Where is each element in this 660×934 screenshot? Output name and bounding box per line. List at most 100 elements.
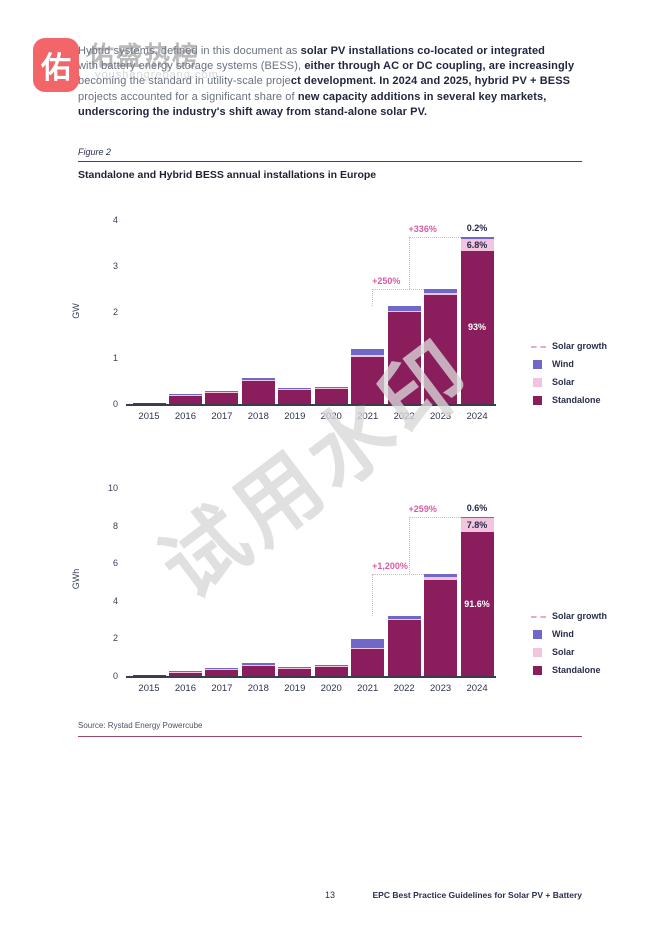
x-axis-label: 2017	[211, 683, 233, 694]
bar-segment-standalone	[132, 675, 166, 676]
wind-swatch-icon	[533, 630, 542, 639]
legend-label: Wind	[552, 629, 574, 639]
bar-segment-standalone	[314, 389, 348, 404]
solar-growth-connector-v	[408, 237, 410, 290]
x-axis-label: 2021	[357, 683, 379, 694]
bar-segment-wind	[460, 237, 494, 240]
bar-segment-standalone	[241, 381, 275, 404]
share-label-standalone: 93%	[468, 322, 487, 333]
bar-segment-standalone	[314, 666, 348, 676]
figure-label: Figure 2	[78, 147, 112, 157]
bar-segment-solar	[424, 293, 458, 295]
bar-segment-standalone	[168, 673, 202, 676]
bar-segment-wind	[168, 671, 202, 673]
solar-growth-connector-v	[372, 574, 374, 616]
bar-segment-wind	[278, 667, 312, 669]
x-axis-label: 2018	[247, 411, 269, 422]
solar-growth-connector-h	[408, 516, 461, 518]
bar-segment-standalone	[351, 356, 385, 404]
bar-segment-wind	[351, 639, 385, 648]
bar-segment-wind	[387, 306, 421, 312]
bar-segment-standalone	[351, 648, 385, 676]
x-axis-label: 2019	[284, 683, 306, 694]
bar-segment-standalone	[424, 580, 458, 676]
bar-segment-solar	[314, 665, 348, 667]
legend-label: Standalone	[552, 665, 601, 675]
intro-text-bold: solar PV installations co-located or int…	[300, 45, 545, 57]
intro-text: with battery energy storage systems (BES…	[78, 60, 305, 73]
solar-swatch-icon	[533, 378, 542, 387]
footer-doc-title: EPC Best Practice Guidelines for Solar P…	[372, 890, 582, 900]
intro-text: projects accounted for a significant sha…	[78, 90, 298, 103]
intro-line: underscoring the industry's shift away f…	[78, 105, 578, 120]
bar-segment-solar	[351, 354, 385, 357]
standalone-swatch-icon	[533, 666, 542, 675]
x-axis-label: 2024	[466, 411, 488, 422]
standalone-swatch-icon	[533, 396, 542, 405]
bar-segment-wind	[387, 615, 421, 620]
bar-segment-wind	[460, 516, 494, 519]
legend-label: Wind	[552, 359, 574, 369]
solar-growth-connector-h	[408, 237, 461, 239]
share-label-solar: 6.8%	[466, 240, 488, 251]
solar-growth-connector-v	[372, 289, 374, 307]
bar-segment-wind	[168, 394, 202, 396]
share-label-wind: 0.6%	[466, 502, 488, 513]
legend-label: Solar	[552, 377, 575, 387]
intro-line: with battery energy storage systems (BES…	[78, 59, 578, 74]
watermark-brand-subtext: youshengrebang.com	[95, 69, 219, 81]
solar-growth-dash-icon	[531, 346, 546, 348]
bar-segment-wind	[278, 388, 312, 390]
bar-segment-solar	[314, 388, 348, 390]
bar-segment-solar	[424, 577, 458, 581]
bar-segment-standalone	[241, 666, 275, 676]
page-number: 13	[324, 890, 335, 900]
y-tick-label: 4	[112, 595, 118, 606]
x-axis-label: 2020	[320, 683, 342, 694]
intro-text-bold: either through AC or DC coupling, are in…	[304, 60, 575, 73]
intro-text-bold: underscoring the industry's shift away f…	[78, 105, 428, 118]
bar-segment-solar	[278, 389, 312, 391]
bar-segment-standalone	[278, 390, 312, 404]
bar-segment-solar	[241, 380, 275, 381]
solar-growth-label: +336%	[408, 224, 437, 235]
bar-segment-solar	[168, 395, 202, 397]
bar-segment-solar	[351, 647, 385, 649]
y-tick-label: 0	[112, 671, 118, 681]
intro-line: Hybrid systems, defined in this document…	[78, 44, 578, 59]
bar-segment-standalone	[278, 669, 312, 676]
bar-segment-wind	[241, 662, 275, 666]
intro-text: becoming the standard in utility-scale p…	[78, 75, 291, 88]
intro-line: becoming the standard in utility-scale p…	[78, 74, 578, 89]
solar-growth-label: +259%	[408, 503, 437, 514]
bar-segment-standalone	[387, 620, 421, 676]
source-rule	[78, 736, 582, 737]
x-axis-label: 2016	[174, 411, 196, 422]
bar-segment-standalone	[205, 392, 239, 404]
y-tick-label: 4	[112, 215, 118, 225]
share-label-wind: 0.2%	[466, 223, 488, 234]
solar-growth-connector-h	[372, 289, 425, 291]
legend-label: Solar growth	[552, 341, 608, 351]
bar-segment-wind	[351, 348, 385, 355]
bar-segment-wind	[205, 390, 239, 392]
solar-growth-label: +1,200%	[372, 561, 408, 572]
bar-segment-wind	[205, 668, 239, 670]
legend-label: Solar growth	[552, 611, 608, 621]
bar-segment-solar	[168, 672, 202, 674]
y-tick-label: 0	[112, 399, 118, 409]
x-axis-label: 2018	[247, 683, 269, 694]
y-tick-label: 1	[112, 353, 118, 363]
wind-swatch-icon	[533, 360, 542, 369]
x-axis-label: 2017	[211, 411, 233, 422]
bar-segment-standalone	[460, 250, 494, 404]
x-axis-line	[126, 676, 496, 678]
watermark-brand-text: 佑盛热榜	[88, 41, 201, 71]
x-axis-line	[126, 404, 496, 406]
solar-growth-dash-icon	[531, 616, 546, 618]
bar-segment-standalone	[132, 402, 166, 404]
watermark-badge: 佑	[33, 38, 79, 92]
